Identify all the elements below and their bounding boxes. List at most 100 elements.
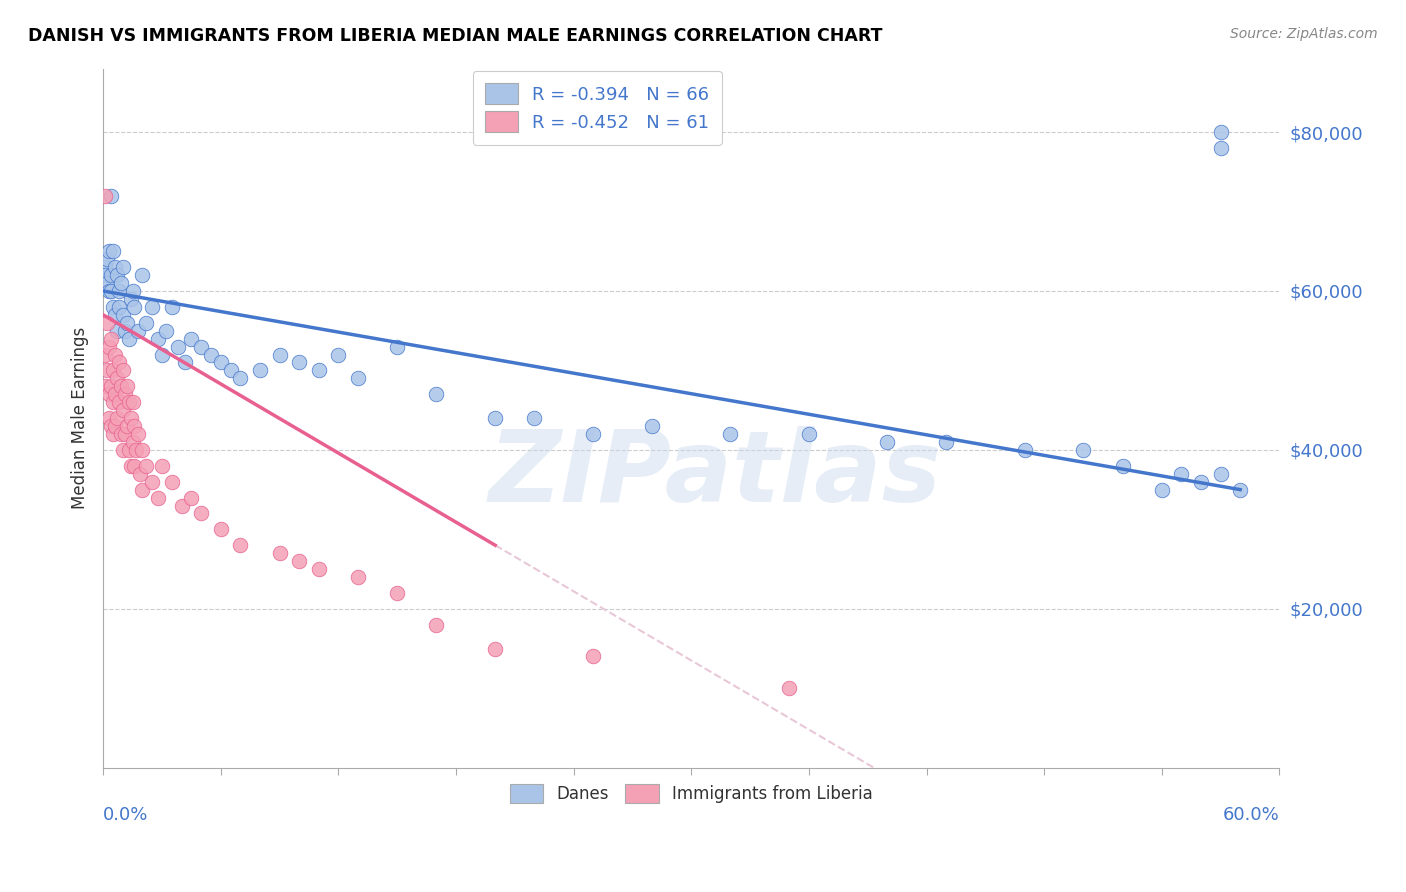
Point bbox=[114, 387, 136, 401]
Point bbox=[100, 284, 122, 298]
Point bbox=[876, 434, 898, 449]
Point bbox=[484, 641, 506, 656]
Point bbox=[108, 284, 131, 298]
Point bbox=[100, 188, 122, 202]
Point bbox=[101, 300, 124, 314]
Point bbox=[150, 347, 173, 361]
Point bbox=[269, 546, 291, 560]
Point bbox=[484, 411, 506, 425]
Point bbox=[425, 617, 447, 632]
Point bbox=[98, 340, 121, 354]
Point bbox=[797, 427, 820, 442]
Point bbox=[98, 244, 121, 259]
Point bbox=[146, 332, 169, 346]
Point bbox=[98, 387, 121, 401]
Point bbox=[582, 427, 605, 442]
Point bbox=[100, 379, 122, 393]
Point bbox=[104, 387, 127, 401]
Point bbox=[190, 340, 212, 354]
Point bbox=[120, 292, 142, 306]
Point bbox=[120, 411, 142, 425]
Point bbox=[641, 419, 664, 434]
Point bbox=[111, 260, 134, 274]
Point bbox=[124, 300, 146, 314]
Point bbox=[110, 276, 132, 290]
Point bbox=[96, 316, 118, 330]
Point bbox=[104, 347, 127, 361]
Point bbox=[127, 427, 149, 442]
Point bbox=[108, 355, 131, 369]
Point bbox=[105, 268, 128, 282]
Point bbox=[101, 427, 124, 442]
Point bbox=[219, 363, 242, 377]
Point bbox=[328, 347, 350, 361]
Point bbox=[160, 475, 183, 489]
Point bbox=[117, 395, 139, 409]
Point bbox=[150, 458, 173, 473]
Point bbox=[94, 268, 117, 282]
Point bbox=[100, 332, 122, 346]
Point bbox=[308, 363, 330, 377]
Legend: Danes, Immigrants from Liberia: Danes, Immigrants from Liberia bbox=[502, 776, 882, 812]
Point bbox=[1111, 458, 1133, 473]
Point bbox=[425, 387, 447, 401]
Point bbox=[308, 562, 330, 576]
Point bbox=[105, 371, 128, 385]
Point bbox=[347, 371, 370, 385]
Point bbox=[114, 324, 136, 338]
Point bbox=[101, 363, 124, 377]
Point bbox=[117, 442, 139, 457]
Point bbox=[121, 434, 143, 449]
Point bbox=[1209, 467, 1232, 481]
Point bbox=[105, 411, 128, 425]
Point bbox=[131, 442, 153, 457]
Point bbox=[117, 332, 139, 346]
Point bbox=[200, 347, 222, 361]
Y-axis label: Median Male Earnings: Median Male Earnings bbox=[72, 327, 89, 509]
Point bbox=[288, 355, 311, 369]
Point bbox=[1150, 483, 1173, 497]
Point bbox=[582, 649, 605, 664]
Point bbox=[111, 363, 134, 377]
Point bbox=[115, 379, 138, 393]
Point bbox=[170, 499, 193, 513]
Point bbox=[155, 324, 177, 338]
Point bbox=[101, 244, 124, 259]
Point bbox=[94, 379, 117, 393]
Text: DANISH VS IMMIGRANTS FROM LIBERIA MEDIAN MALE EARNINGS CORRELATION CHART: DANISH VS IMMIGRANTS FROM LIBERIA MEDIAN… bbox=[28, 27, 883, 45]
Point bbox=[96, 252, 118, 267]
Point bbox=[720, 427, 742, 442]
Point bbox=[135, 458, 157, 473]
Point bbox=[180, 491, 202, 505]
Point bbox=[96, 363, 118, 377]
Point bbox=[111, 308, 134, 322]
Point bbox=[100, 419, 122, 434]
Point bbox=[108, 300, 131, 314]
Point bbox=[114, 427, 136, 442]
Point bbox=[249, 363, 271, 377]
Text: Source: ZipAtlas.com: Source: ZipAtlas.com bbox=[1230, 27, 1378, 41]
Point bbox=[166, 340, 188, 354]
Point bbox=[127, 324, 149, 338]
Point bbox=[1189, 475, 1212, 489]
Point bbox=[131, 483, 153, 497]
Point bbox=[98, 411, 121, 425]
Point bbox=[778, 681, 800, 696]
Text: ZIPatlas: ZIPatlas bbox=[488, 425, 942, 523]
Point bbox=[115, 316, 138, 330]
Point bbox=[110, 379, 132, 393]
Point bbox=[105, 324, 128, 338]
Point bbox=[101, 395, 124, 409]
Point bbox=[1073, 442, 1095, 457]
Point bbox=[94, 188, 117, 202]
Point bbox=[111, 442, 134, 457]
Point bbox=[110, 427, 132, 442]
Point bbox=[209, 355, 232, 369]
Point bbox=[1229, 483, 1251, 497]
Point bbox=[104, 260, 127, 274]
Point bbox=[141, 475, 163, 489]
Point bbox=[180, 332, 202, 346]
Point bbox=[523, 411, 546, 425]
Point bbox=[115, 419, 138, 434]
Text: 60.0%: 60.0% bbox=[1223, 806, 1279, 824]
